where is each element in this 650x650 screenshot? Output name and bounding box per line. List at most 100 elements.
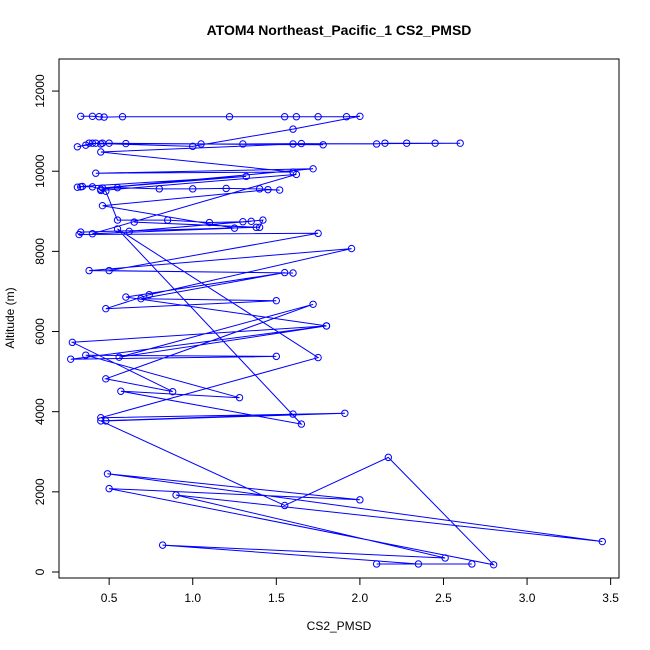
data-point — [125, 227, 133, 236]
data-point — [77, 183, 85, 191]
data-point — [122, 139, 130, 148]
x-tick-label: 2.0 — [352, 591, 369, 605]
data-point — [381, 139, 389, 147]
data-point — [292, 170, 301, 179]
data-point — [264, 185, 272, 194]
data-point — [314, 113, 322, 121]
data-point — [289, 269, 297, 277]
data-point — [280, 268, 289, 277]
data-point — [105, 266, 113, 275]
chart-title: ATOM4 Northeast_Pacific_1 CS2_PMSD — [207, 22, 472, 38]
y-axis-label: Altitude (m) — [3, 287, 17, 348]
data-point — [259, 216, 267, 224]
plot-frame — [58, 58, 620, 579]
data-point — [347, 244, 356, 253]
data-point — [280, 501, 289, 510]
data-point — [189, 142, 197, 151]
data-point — [137, 294, 145, 303]
data-point — [100, 113, 108, 121]
data-point — [289, 140, 297, 148]
data-point — [314, 229, 322, 238]
x-axis: 0.5 1.0 1.5 2.0 2.5 3.0 3.5 — [101, 577, 619, 605]
data-point — [97, 417, 105, 425]
data-point — [97, 148, 105, 156]
data-point — [468, 560, 476, 568]
data-point — [235, 393, 244, 402]
x-tick-label: 1.5 — [268, 591, 285, 605]
data-point — [172, 491, 180, 499]
data-point — [102, 375, 110, 383]
data-point — [92, 169, 100, 177]
data-point — [98, 201, 107, 210]
x-tick-label: 2.5 — [435, 591, 452, 605]
data-point — [85, 266, 93, 275]
x-tick-label: 1.0 — [184, 591, 201, 605]
series-line — [70, 115, 603, 566]
y-tick-label: 12000 — [33, 74, 47, 108]
data-point — [82, 351, 90, 359]
y-axis: 0 2000 4000 6000 8000 10000 12000 — [33, 74, 60, 575]
data-point — [456, 139, 464, 147]
data-point — [122, 293, 130, 301]
series-layer — [67, 112, 606, 569]
y-tick-label: 2000 — [33, 478, 47, 505]
data-point — [113, 183, 122, 192]
data-point — [403, 139, 411, 147]
data-point — [441, 554, 449, 562]
x-tick-label: 0.5 — [101, 591, 118, 605]
data-point — [155, 185, 163, 193]
data-point — [197, 140, 205, 148]
data-point — [242, 172, 250, 181]
data-point — [372, 560, 381, 568]
data-point — [356, 112, 364, 121]
data-point — [280, 113, 289, 121]
data-point — [68, 338, 77, 347]
data-point — [168, 387, 177, 396]
y-tick-label: 0 — [33, 568, 47, 575]
data-point — [97, 186, 105, 195]
data-point — [272, 296, 281, 305]
y-tick-label: 10000 — [33, 154, 47, 188]
x-tick-label: 3.0 — [519, 591, 536, 605]
data-point — [431, 139, 439, 147]
data-point — [163, 216, 172, 224]
data-point — [73, 183, 82, 191]
data-point — [88, 139, 97, 147]
data-point — [97, 140, 105, 148]
data-point — [384, 453, 393, 462]
data-point — [77, 112, 85, 121]
data-point — [309, 300, 317, 308]
data-point — [225, 113, 234, 121]
data-point — [102, 304, 110, 313]
data-point — [319, 141, 327, 149]
data-point — [598, 537, 606, 546]
data-point — [489, 561, 498, 569]
data-point — [297, 420, 306, 428]
data-point — [255, 185, 264, 193]
data-point — [88, 230, 97, 238]
y-tick-label: 6000 — [33, 318, 47, 345]
data-point — [205, 218, 214, 227]
data-point — [82, 141, 90, 149]
data-point — [92, 139, 100, 147]
data-point — [292, 113, 301, 121]
data-point — [113, 225, 122, 233]
data-point — [272, 352, 281, 361]
data-point — [342, 113, 351, 121]
data-point — [239, 218, 247, 226]
data-point — [314, 353, 322, 362]
data-point — [115, 353, 123, 361]
data-point — [275, 186, 284, 194]
data-point — [255, 223, 264, 232]
data-point — [341, 409, 349, 417]
data-point — [95, 113, 103, 121]
data-point — [105, 139, 113, 147]
data-point — [356, 496, 364, 504]
data-point — [113, 216, 122, 224]
data-point — [247, 217, 255, 226]
data-point — [189, 185, 197, 193]
data-point — [73, 143, 82, 151]
data-point — [145, 290, 153, 299]
data-point — [372, 140, 381, 148]
data-point — [297, 139, 306, 148]
